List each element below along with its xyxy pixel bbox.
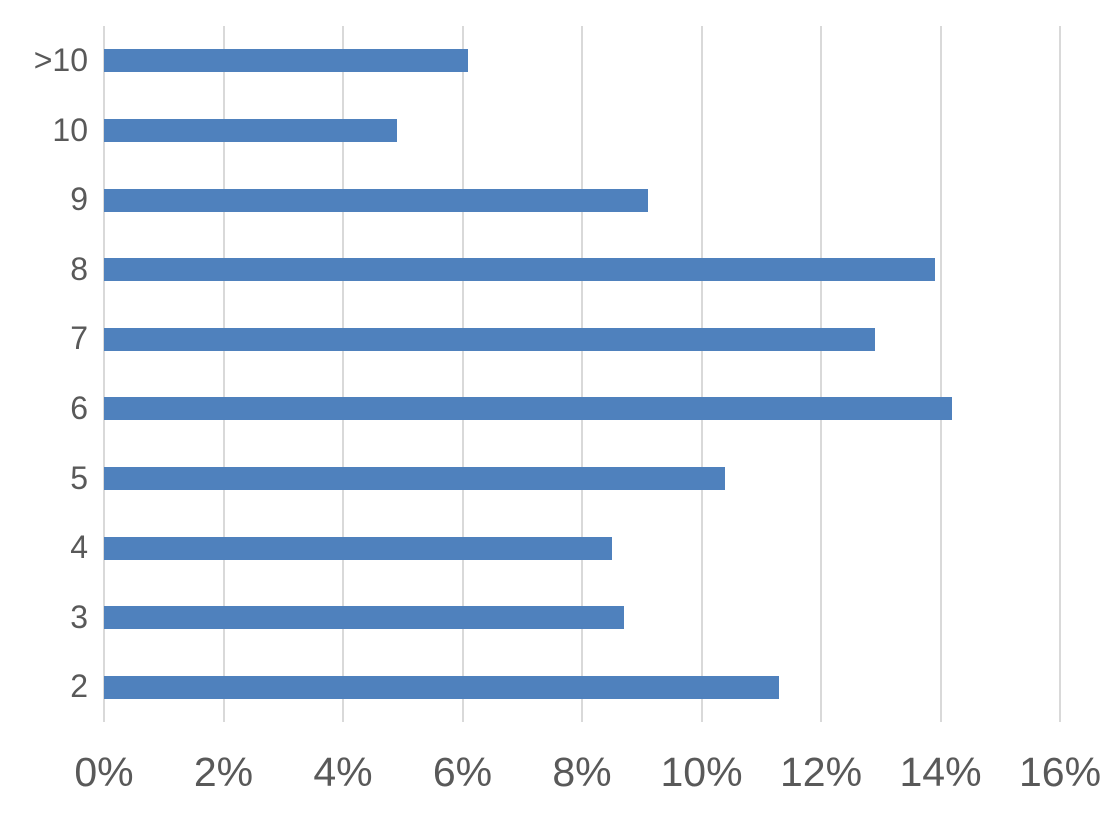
x-axis-labels: 0% 2% 4% 6% 8% 10% 12% 14% 16% bbox=[74, 749, 1101, 798]
x-tick-label: 10% bbox=[660, 749, 743, 795]
x-tick-label: 6% bbox=[432, 749, 493, 795]
bar bbox=[104, 397, 953, 421]
y-axis-line bbox=[103, 26, 105, 722]
gridline bbox=[1059, 26, 1061, 722]
bar bbox=[104, 606, 624, 630]
x-tick-label: 8% bbox=[552, 749, 612, 795]
bar bbox=[104, 258, 935, 282]
category-label: 9 bbox=[70, 181, 88, 218]
bar bbox=[104, 188, 648, 212]
x-tick-label: 12% bbox=[779, 749, 863, 795]
category-label: 8 bbox=[70, 250, 88, 287]
bar bbox=[104, 675, 780, 699]
x-tick-label: 0% bbox=[74, 749, 134, 795]
x-tick-label: 2% bbox=[193, 749, 254, 795]
category-label: 2 bbox=[70, 668, 88, 705]
plot-area bbox=[103, 26, 1061, 722]
x-tick-label: 4% bbox=[313, 749, 373, 795]
bar bbox=[104, 536, 612, 560]
x-tick-label: 16% bbox=[1018, 749, 1102, 795]
bar bbox=[104, 327, 875, 351]
y-axis-labels: >10 10 9 8 7 6 5 4 3 2 bbox=[0, 26, 88, 722]
bar bbox=[104, 118, 397, 142]
gridline bbox=[581, 26, 583, 722]
gridline bbox=[222, 26, 225, 722]
x-tick-label: 14% bbox=[899, 749, 982, 795]
gridline bbox=[820, 26, 822, 722]
gridline bbox=[700, 26, 703, 722]
category-label: 7 bbox=[70, 320, 88, 357]
gridline bbox=[461, 26, 464, 722]
category-label: 6 bbox=[70, 390, 88, 426]
category-label: 3 bbox=[70, 598, 88, 635]
category-label: 5 bbox=[70, 459, 88, 496]
category-label: >10 bbox=[33, 42, 88, 78]
bar bbox=[104, 49, 469, 73]
category-label: 10 bbox=[52, 111, 88, 148]
category-label: 4 bbox=[70, 529, 88, 566]
gridline bbox=[939, 26, 942, 722]
gridline bbox=[342, 26, 344, 722]
bar bbox=[104, 466, 726, 490]
